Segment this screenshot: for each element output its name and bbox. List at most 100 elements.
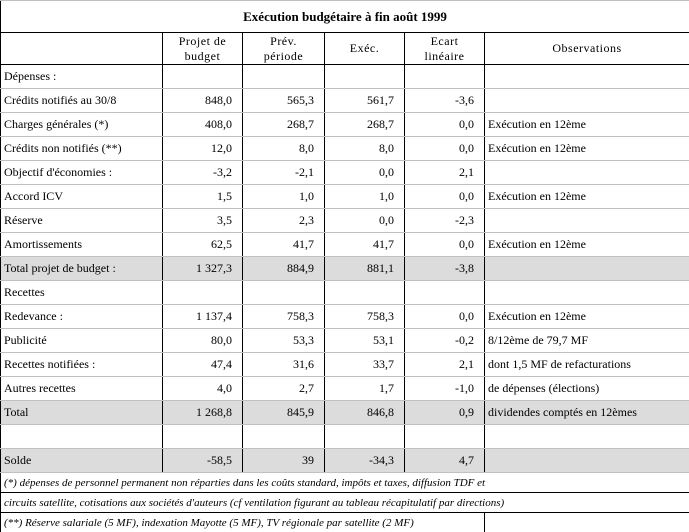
row-value: 31,6 xyxy=(242,352,325,377)
row-value xyxy=(242,424,325,449)
row-value: 0,0 xyxy=(404,112,485,137)
row-label: Solde xyxy=(0,448,163,473)
header-exec: Exéc. xyxy=(324,32,405,65)
row-value: 2,1 xyxy=(404,352,485,377)
row-value: -3,2 xyxy=(162,160,243,185)
row-observation xyxy=(483,424,689,449)
row-value: 845,9 xyxy=(242,400,325,425)
row-value: 0,0 xyxy=(324,208,405,233)
table-row: Recettes xyxy=(0,280,689,305)
row-value: 47,4 xyxy=(162,352,243,377)
row-value: 0,0 xyxy=(404,184,485,209)
row-value: 1 327,3 xyxy=(162,256,243,281)
header-prev: Prév. période xyxy=(242,32,325,65)
table-row: Recettes notifiées :47,4 31,6 33,7 2,1 dont … xyxy=(0,352,689,377)
row-value: 408,0 xyxy=(162,112,243,137)
table-row xyxy=(0,424,689,449)
row-value: 53,1 xyxy=(324,328,405,353)
row-observation xyxy=(483,160,689,185)
row-value: 565,3 xyxy=(242,88,325,113)
row-observation: de dépenses (élections) xyxy=(483,376,689,401)
row-observation: dont 1,5 MF de refacturations xyxy=(483,352,689,377)
row-observation xyxy=(483,208,689,233)
row-value: 41,7 xyxy=(242,232,325,257)
row-label: Autres recettes xyxy=(0,376,163,401)
row-value xyxy=(162,424,243,449)
row-value: -2,1 xyxy=(242,160,325,185)
table-row: Dépenses : xyxy=(0,64,689,89)
table-row: Autres recettes 4,0 2,7 1,7 -1,0 de dépenses … xyxy=(0,376,689,401)
footnote: (*) dépenses de personnel permanent non … xyxy=(0,472,689,493)
row-value: -2,3 xyxy=(404,208,485,233)
footnote: circuits satellite, cotisations aux soci… xyxy=(0,492,689,513)
row-value: 1 137,4 xyxy=(162,304,243,329)
row-value: -1,0 xyxy=(404,376,485,401)
row-value: 1,0 xyxy=(324,184,405,209)
table-row: Accord ICV 1,5 1,0 1,0 0,0 Exécution en 12ème xyxy=(0,184,689,209)
row-label: Redevance : xyxy=(0,304,163,329)
table-title: Exécution budgétaire à fin août 1999 xyxy=(0,0,689,33)
row-label: Crédits non notifiés (**) xyxy=(0,136,163,161)
row-value: 0,0 xyxy=(404,304,485,329)
row-value xyxy=(324,280,405,305)
header-row: Projet de budget Prév. période Exéc. Ecart… xyxy=(0,32,689,65)
row-value xyxy=(404,280,485,305)
row-value: 4,0 xyxy=(162,376,243,401)
row-value xyxy=(404,424,485,449)
header-ecart: Ecart linéaire xyxy=(404,32,485,65)
row-label: Recettes xyxy=(0,280,163,305)
table-row: Réserve 3,5 2,3 0,0 -2,3 xyxy=(0,208,689,233)
row-value: 3,5 xyxy=(162,208,243,233)
row-value: 1 268,8 xyxy=(162,400,243,425)
footnote-row: (*) dépenses de personnel permanent non … xyxy=(0,472,689,493)
table-row: Crédits notifiés au 30/8 848,0 565,3 561,7-… xyxy=(0,88,689,113)
row-value: 268,7 xyxy=(324,112,405,137)
footnote: (**) Réserve salariale (5 MF), indexatio… xyxy=(0,512,485,532)
row-value: 1,0 xyxy=(242,184,325,209)
table-row: Objectif d'économies : -3,2 -2,1 0,0 2,1 xyxy=(0,160,689,185)
table-row: Total 1 268,8 845,9 846,8 0,9 dividendes comp… xyxy=(0,400,689,425)
row-value: 8,0 xyxy=(242,136,325,161)
row-value: 884,9 xyxy=(242,256,325,281)
row-value: 758,3 xyxy=(324,304,405,329)
row-value: 2,1 xyxy=(404,160,485,185)
table-row: Charges générales (*) 408,0 268,7 268,7 0,0 E… xyxy=(0,112,689,137)
row-value: 2,7 xyxy=(242,376,325,401)
row-value: 80,0 xyxy=(162,328,243,353)
row-value: -34,3 xyxy=(324,448,405,473)
row-observation: Exécution en 12ème xyxy=(483,136,689,161)
row-value: 561,7 xyxy=(324,88,405,113)
row-value: 1,5 xyxy=(162,184,243,209)
row-observation xyxy=(483,256,689,281)
row-value: 1,7 xyxy=(324,376,405,401)
footnote-row: circuits satellite, cotisations aux soci… xyxy=(0,492,689,513)
row-value: 0,0 xyxy=(404,136,485,161)
row-observation xyxy=(483,448,689,473)
row-value: 881,1 xyxy=(324,256,405,281)
header-observations: Observations xyxy=(483,32,689,65)
header-projet: Projet de budget xyxy=(162,32,243,65)
header-label xyxy=(0,32,163,65)
row-label: Charges générales (*) xyxy=(0,112,163,137)
row-value: -3,8 xyxy=(404,256,485,281)
table-row: Total projet de budget :1 327,3 884,9 881,… xyxy=(0,256,689,281)
row-value: 12,0 xyxy=(162,136,243,161)
row-observation: Exécution en 12ème xyxy=(483,184,689,209)
empty-cell xyxy=(483,512,689,532)
footnote-row: (**) Réserve salariale (5 MF), indexatio… xyxy=(0,512,689,532)
row-observation: Exécution en 12ème xyxy=(483,304,689,329)
row-value: 62,5 xyxy=(162,232,243,257)
row-value xyxy=(242,64,325,89)
row-value xyxy=(162,280,243,305)
row-value: 4,7 xyxy=(404,448,485,473)
row-value: -3,6 xyxy=(404,88,485,113)
row-label xyxy=(0,424,163,449)
row-value: 41,7 xyxy=(324,232,405,257)
table-row: Solde -58,5 39 -34,3 4,7 xyxy=(0,448,689,473)
row-value: 0,0 xyxy=(404,232,485,257)
row-observation xyxy=(483,280,689,305)
row-observation: 8/12ème de 79,7 MF xyxy=(483,328,689,353)
row-value xyxy=(404,64,485,89)
row-observation: Exécution en 12ème xyxy=(483,232,689,257)
